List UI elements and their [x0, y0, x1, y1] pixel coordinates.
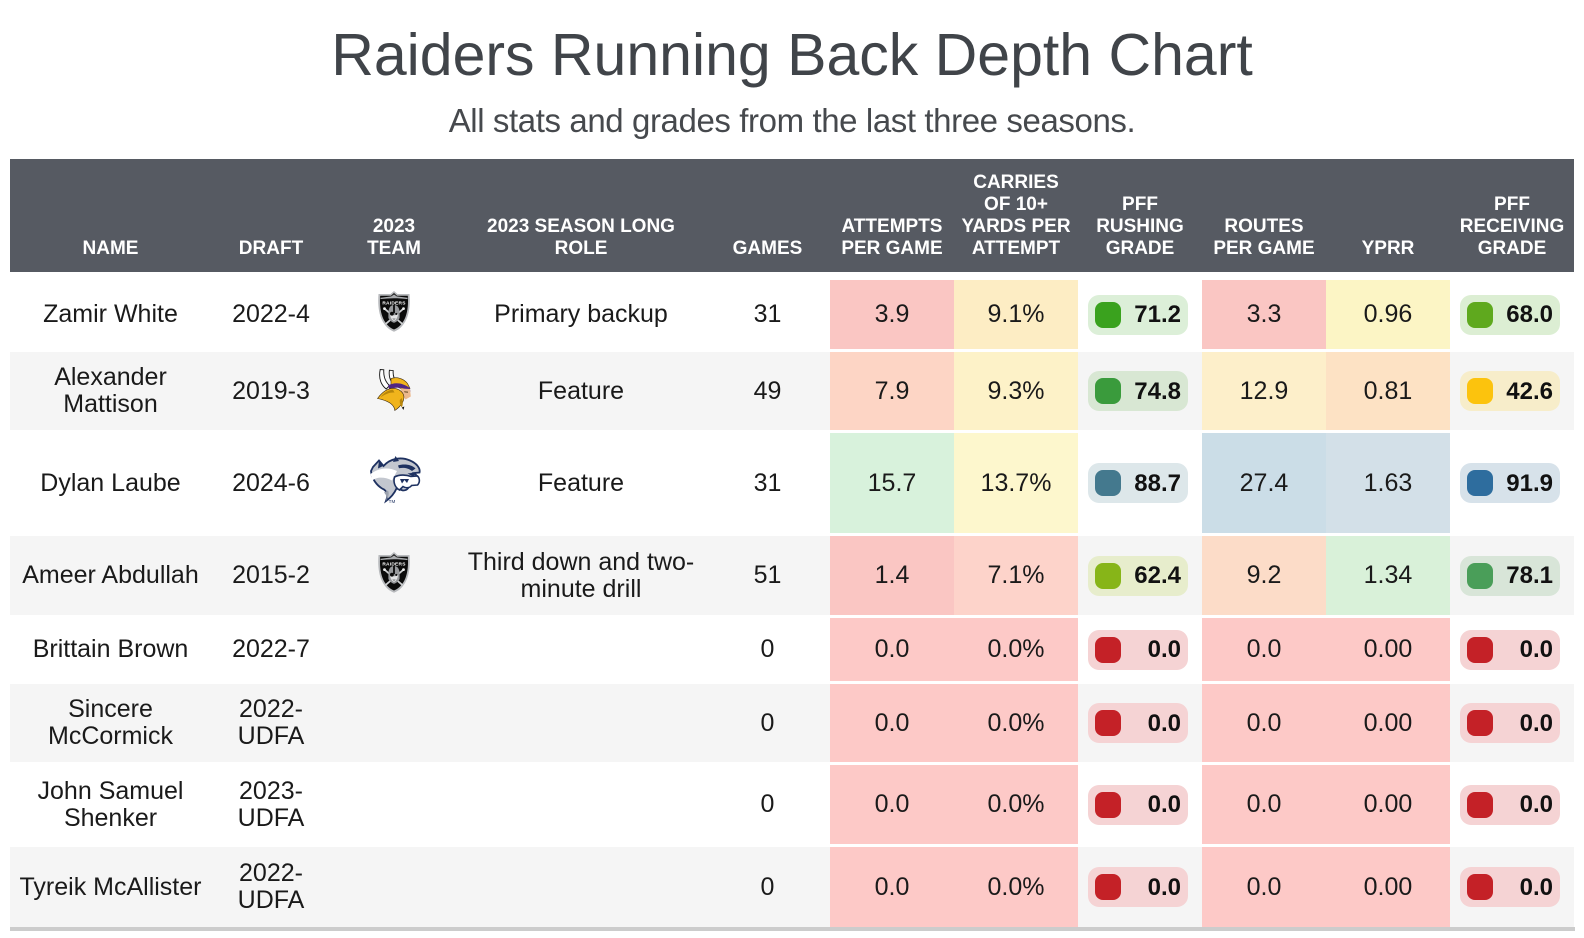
svg-text:RAIDERS: RAIDERS	[382, 301, 406, 307]
svg-text:RAIDERS: RAIDERS	[382, 562, 406, 568]
svg-text:TM: TM	[389, 499, 396, 504]
